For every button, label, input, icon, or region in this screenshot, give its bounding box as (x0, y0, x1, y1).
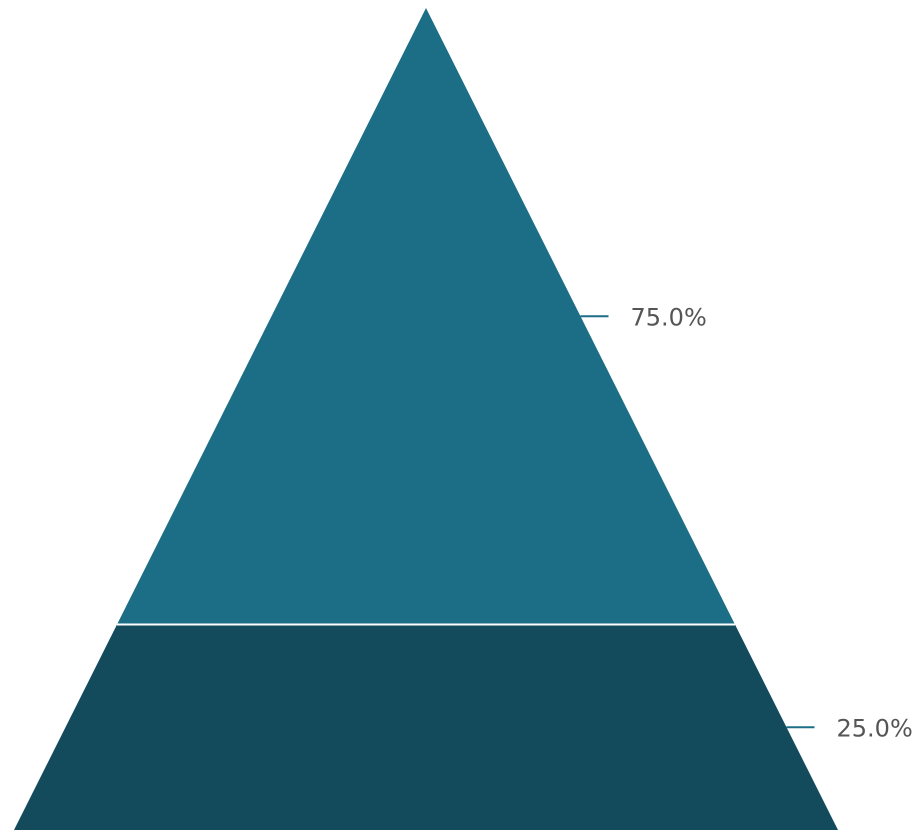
slice-labels: 75.0% 25.0% (580, 303, 913, 742)
pyramid-slices (14, 8, 838, 830)
pyramid-slice-1 (14, 624, 838, 830)
slice-label-0: 75.0% (631, 303, 707, 331)
pyramid-slice-0 (117, 8, 735, 625)
slice-label-1: 25.0% (837, 714, 913, 742)
